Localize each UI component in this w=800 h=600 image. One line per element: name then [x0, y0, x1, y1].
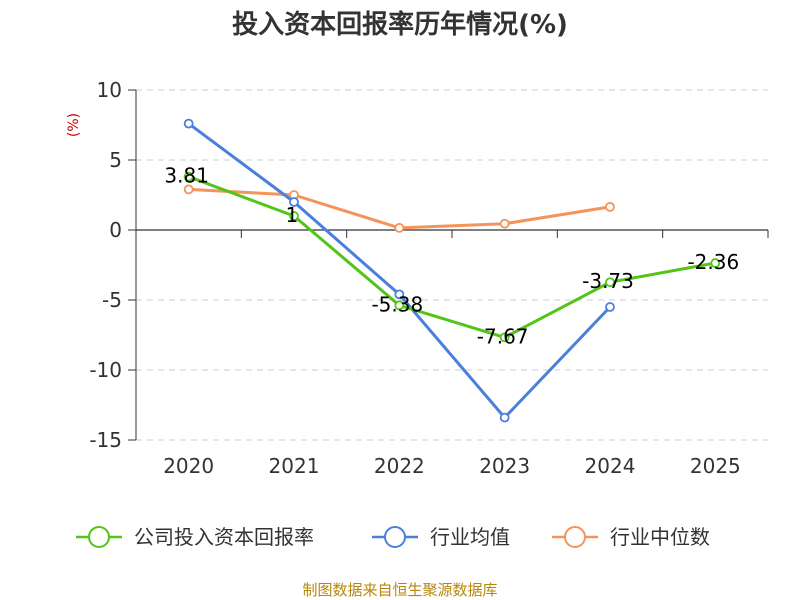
legend-label: 行业中位数: [610, 525, 710, 549]
data-point: [499, 332, 510, 343]
x-axis: 2020 2021 2022 2023 2024 2025: [135, 230, 769, 478]
y-tick-label: -5: [102, 288, 122, 312]
y-tick-label: 5: [109, 148, 122, 172]
series-line-2: [188, 187, 611, 230]
x-tick-label: 2023: [479, 454, 530, 478]
y-tick-label: 0: [109, 218, 122, 242]
data-point: [183, 118, 194, 129]
y-tick-label: 10: [97, 78, 122, 102]
y-axis-unit: (%): [66, 113, 82, 137]
data-label: -3.73: [582, 269, 634, 293]
data-label: -7.67: [477, 324, 529, 348]
data-point: [289, 197, 299, 207]
data-label: -2.36: [687, 250, 739, 274]
x-tick-label: 2025: [690, 454, 741, 478]
legend-swatch-marker: [88, 526, 110, 548]
data-label: -5.38: [371, 292, 423, 316]
grid-lines: [136, 89, 768, 441]
y-tick-label: -10: [89, 358, 122, 382]
legend-swatch-marker: [564, 526, 586, 548]
data-point: [605, 201, 615, 212]
data-point: [710, 258, 721, 268]
data-point: [183, 184, 194, 195]
x-tick-label: 2021: [269, 454, 320, 478]
source-note: 制图数据来自恒生聚源数据库: [302, 581, 497, 599]
legend: 公司投入资本回报率 行业均值 行业中位数: [76, 525, 710, 549]
data-point: [183, 171, 194, 182]
data-point: [394, 222, 405, 233]
legend-label: 公司投入资本回报率: [134, 525, 314, 549]
data-point: [605, 277, 615, 288]
x-tick-label: 2022: [374, 454, 425, 478]
data-point: [499, 218, 510, 229]
x-tick-label: 2024: [585, 454, 636, 478]
y-axis-ticks: 10 5 0 -5 -10 -15: [89, 78, 137, 452]
data-label: 3.81: [164, 164, 209, 188]
series-layer: [183, 118, 721, 423]
data-point: [605, 302, 615, 312]
series-line-1: [187, 122, 612, 420]
x-tick-label: 2020: [163, 454, 214, 478]
series-line-0: [188, 175, 716, 339]
legend-swatch-marker: [384, 526, 406, 548]
legend-label: 行业均值: [430, 525, 510, 549]
chart-title: 投入资本回报率历年情况(%): [232, 9, 568, 40]
y-tick-label: -15: [89, 428, 122, 452]
data-label: 1: [286, 203, 299, 227]
data-labels: 3.81 1 -5.38 -7.67 -3.73 -2.36: [164, 164, 739, 349]
data-point: [394, 300, 405, 311]
data-point: [289, 211, 299, 221]
data-point: [499, 412, 510, 423]
data-point: [394, 289, 405, 300]
